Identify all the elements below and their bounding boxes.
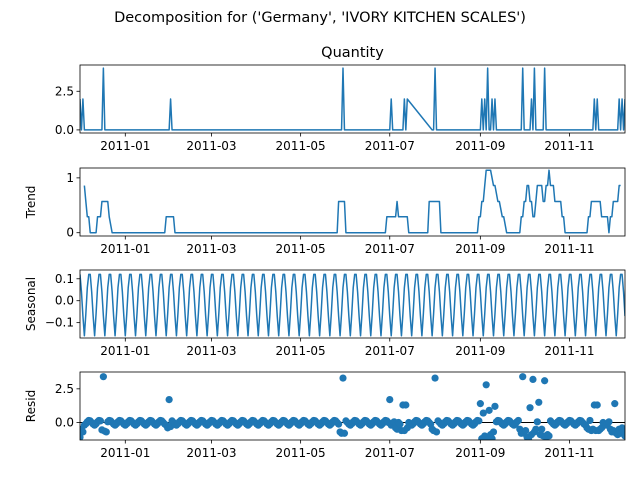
quantity-xtick-label: 2011-01 [100, 139, 150, 153]
resid-point [541, 377, 549, 385]
resid-xtick-label: 2011-07 [365, 446, 415, 460]
resid-point [532, 425, 540, 433]
seasonal-ytick-label: 0.0 [55, 294, 74, 308]
resid-point [165, 396, 173, 404]
trend-plot-area [83, 169, 621, 234]
resid-point [479, 409, 487, 417]
resid-point [489, 428, 498, 436]
quantity-xtick-label: 2011-05 [276, 139, 326, 153]
resid-point [491, 402, 499, 410]
trend-xtick-label: 2011-09 [455, 242, 505, 256]
trend-series-line [83, 169, 621, 234]
resid-point [526, 404, 534, 412]
panels-container: Quantity 0.0 2.5 2011-01 2011-03 2011-05 2011-… [24, 45, 626, 460]
seasonal-plot-area [80, 273, 625, 337]
trend-ytick-label: 1 [66, 171, 74, 185]
resid-xtick-label: 2011-11 [544, 446, 594, 460]
resid-point [396, 420, 404, 428]
resid-point [339, 374, 347, 382]
resid-point [529, 375, 537, 384]
resid-point [533, 418, 541, 426]
resid-point [335, 420, 343, 428]
resid-point [605, 418, 613, 426]
quantity-xtick-label: 2011-11 [544, 139, 594, 153]
resid-point [99, 373, 107, 381]
trend-xtick-label: 2011-07 [365, 242, 415, 256]
trend-axes-frame [79, 167, 626, 237]
seasonal-xtick-label: 2011-09 [455, 344, 505, 358]
resid-point [545, 432, 553, 440]
quantity-panel: Quantity 0.0 2.5 2011-01 2011-03 2011-05 2011-… [55, 45, 626, 153]
resid-point [386, 396, 394, 404]
quantity-title: Quantity [321, 45, 384, 61]
resid-point [80, 428, 87, 436]
quantity-xtick-label: 2011-03 [186, 139, 236, 153]
resid-plot-area [80, 373, 625, 440]
resid-point [476, 400, 484, 408]
resid-point [519, 373, 527, 381]
trend-ytick-label: 0 [66, 226, 74, 240]
seasonal-xtick-label: 2011-07 [365, 344, 415, 358]
quantity-xtick-label: 2011-09 [455, 139, 505, 153]
resid-point [514, 416, 522, 425]
resid-point [535, 398, 543, 406]
seasonal-xtick-label: 2011-01 [100, 344, 150, 358]
quantity-ytick-label: 0.0 [55, 123, 74, 137]
seasonal-axes-frame [79, 269, 626, 339]
quantity-axes-frame [79, 64, 626, 134]
resid-point [482, 381, 490, 389]
seasonal-xtick-label: 2011-05 [276, 344, 326, 358]
resid-xtick-label: 2011-01 [100, 446, 150, 460]
resid-xtick-label: 2011-03 [186, 446, 236, 460]
resid-ytick-label: 2.5 [55, 382, 74, 396]
seasonal-panel: Seasonal −0.1 0.0 0.1 2011-01 2011-03 2011-05 2… [24, 269, 626, 358]
resid-point [432, 428, 441, 436]
trend-panel: Trend 0 1 2011-01 2011-03 2011-05 2011-07 2011-… [24, 167, 626, 256]
trend-xtick-label: 2011-05 [276, 242, 326, 256]
seasonal-ylabel: Seasonal [24, 277, 38, 331]
resid-point [488, 435, 496, 440]
quantity-xtick-label: 2011-07 [365, 139, 415, 153]
resid-ylabel: Resid [24, 390, 38, 422]
resid-point [485, 406, 493, 414]
resid-point [402, 401, 410, 409]
figure-suptitle: Decomposition for ('Germany', 'IVORY KIT… [114, 10, 526, 26]
trend-xtick-label: 2011-01 [100, 242, 150, 256]
seasonal-series-line [80, 273, 625, 337]
resid-point [621, 432, 625, 440]
resid-point [96, 417, 105, 425]
seasonal-ytick-label: −0.1 [45, 316, 74, 330]
resid-point [593, 401, 601, 409]
quantity-ytick-label: 2.5 [55, 84, 74, 98]
quantity-plot-area [80, 67, 625, 131]
trend-ylabel: Trend [24, 186, 38, 220]
resid-point [475, 417, 483, 425]
resid-axes-frame [79, 371, 626, 441]
resid-point [586, 416, 594, 425]
resid-point [522, 426, 530, 435]
resid-point [431, 374, 439, 382]
resid-xtick-label: 2011-05 [276, 446, 326, 460]
trend-xtick-label: 2011-11 [544, 242, 594, 256]
resid-xtick-label: 2011-09 [455, 446, 505, 460]
trend-xtick-label: 2011-03 [186, 242, 236, 256]
resid-ytick-label: 0.0 [55, 415, 74, 429]
seasonal-xtick-label: 2011-11 [544, 344, 594, 358]
seasonal-xtick-label: 2011-03 [186, 344, 236, 358]
resid-panel: Resid 0.0 2.5 2011-01 2011-03 2011-05 2011-07 2… [24, 371, 626, 460]
resid-point [538, 425, 546, 433]
resid-point [611, 400, 619, 408]
resid-point [102, 428, 110, 436]
seasonal-ytick-label: 0.1 [55, 272, 74, 286]
quantity-series-line [80, 67, 625, 131]
resid-point [340, 429, 349, 437]
